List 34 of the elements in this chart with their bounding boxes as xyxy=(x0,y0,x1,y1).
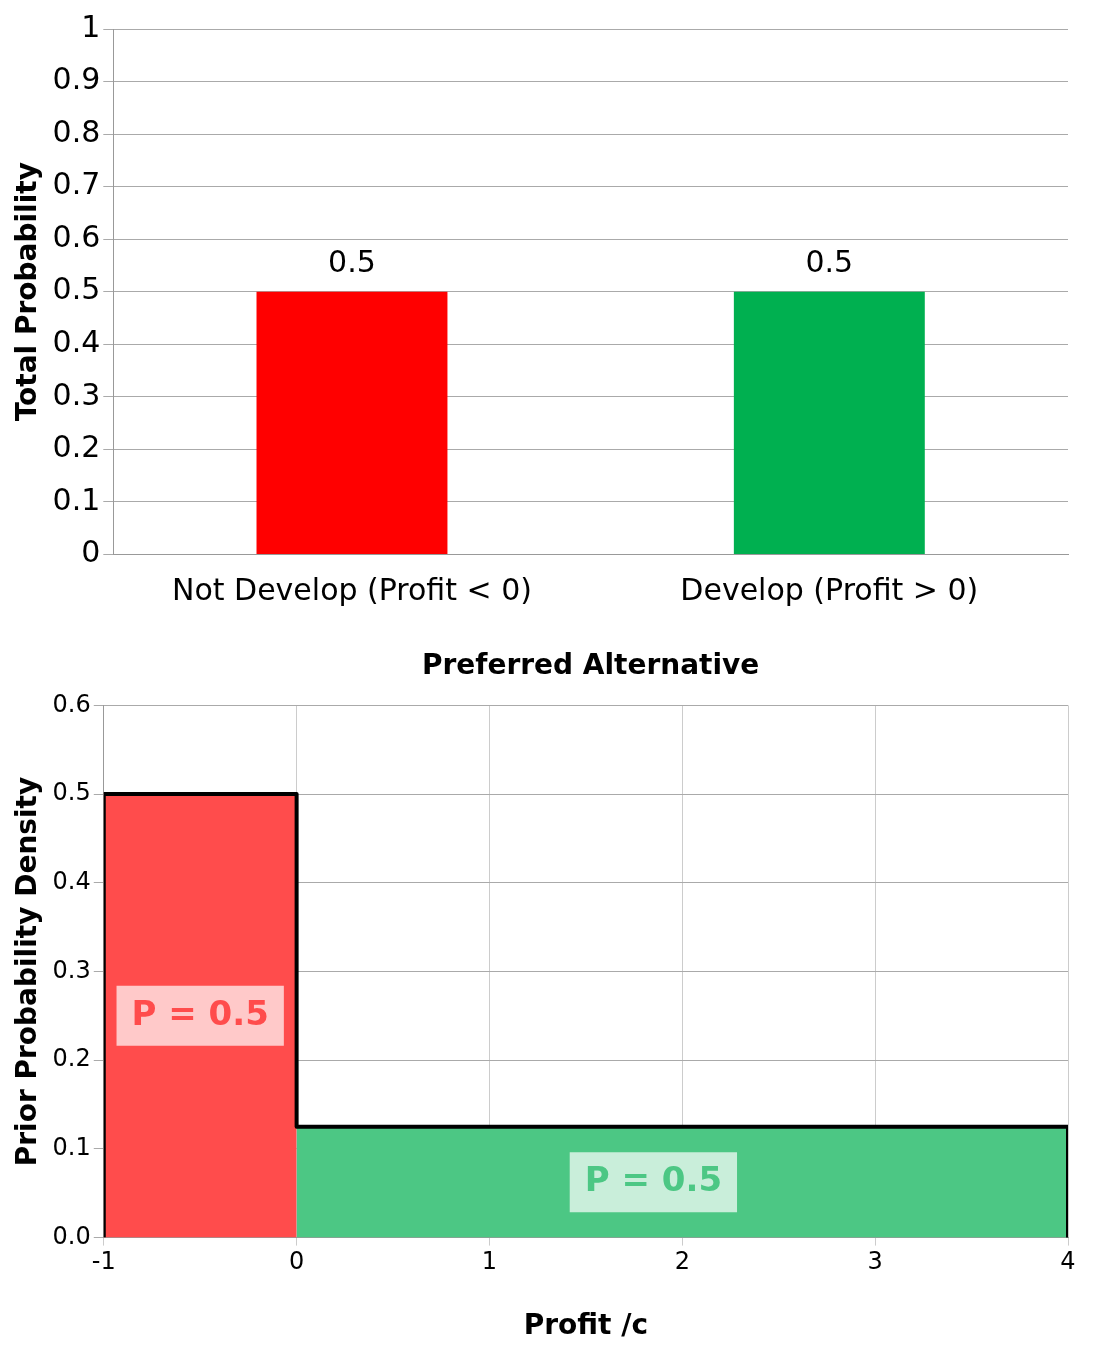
x-tick-label: 2 xyxy=(674,1247,690,1276)
data-label: 0.5 xyxy=(805,244,854,280)
x-tick-label: 4 xyxy=(1060,1247,1076,1276)
y-tick-label: 0.5 xyxy=(52,271,101,307)
x-tick-label: 3 xyxy=(867,1247,883,1276)
y-tick-label: 1 xyxy=(81,8,101,44)
x-tick-label: 0 xyxy=(288,1247,305,1276)
annotation: P = 0.5 xyxy=(131,992,269,1033)
y-tick-label: 0.7 xyxy=(52,166,101,202)
y-tick-label: 0.2 xyxy=(52,429,101,465)
y-tick-label: 0.0 xyxy=(52,1221,91,1250)
y-tick-label: 0.2 xyxy=(52,1044,91,1073)
y-axis-title: Total Probability xyxy=(10,162,44,422)
x-tick-label: Not Develop (Profit < 0) xyxy=(171,572,533,608)
x-tick-label: 1 xyxy=(481,1247,498,1276)
y-tick-label: 0.6 xyxy=(52,689,91,718)
data-label: 0.5 xyxy=(328,244,376,280)
x-axis-title: Preferred Alternative xyxy=(421,648,760,682)
x-tick-label: Develop (Profit > 0) xyxy=(680,572,979,608)
y-tick-label: 0.8 xyxy=(52,113,101,149)
y-tick-label: 0.1 xyxy=(52,1133,91,1162)
y-tick-label: 0.5 xyxy=(52,778,91,807)
y-axis-title: Prior Probability Density xyxy=(10,776,44,1167)
y-tick-label: 0.4 xyxy=(52,324,101,360)
x-axis-title: Profit /c xyxy=(523,1308,649,1342)
y-tick-label: 0.3 xyxy=(52,376,101,412)
x-tick-label: -1 xyxy=(91,1247,116,1276)
y-tick-label: 0.6 xyxy=(52,218,101,254)
y-tick-label: 0.3 xyxy=(52,955,91,984)
y-tick-label: 0.4 xyxy=(52,867,91,896)
y-tick-label: 0.1 xyxy=(52,481,101,517)
y-tick-label: 0.9 xyxy=(52,61,101,97)
annotation: P = 0.5 xyxy=(584,1158,723,1199)
y-tick-label: 0 xyxy=(81,534,101,570)
